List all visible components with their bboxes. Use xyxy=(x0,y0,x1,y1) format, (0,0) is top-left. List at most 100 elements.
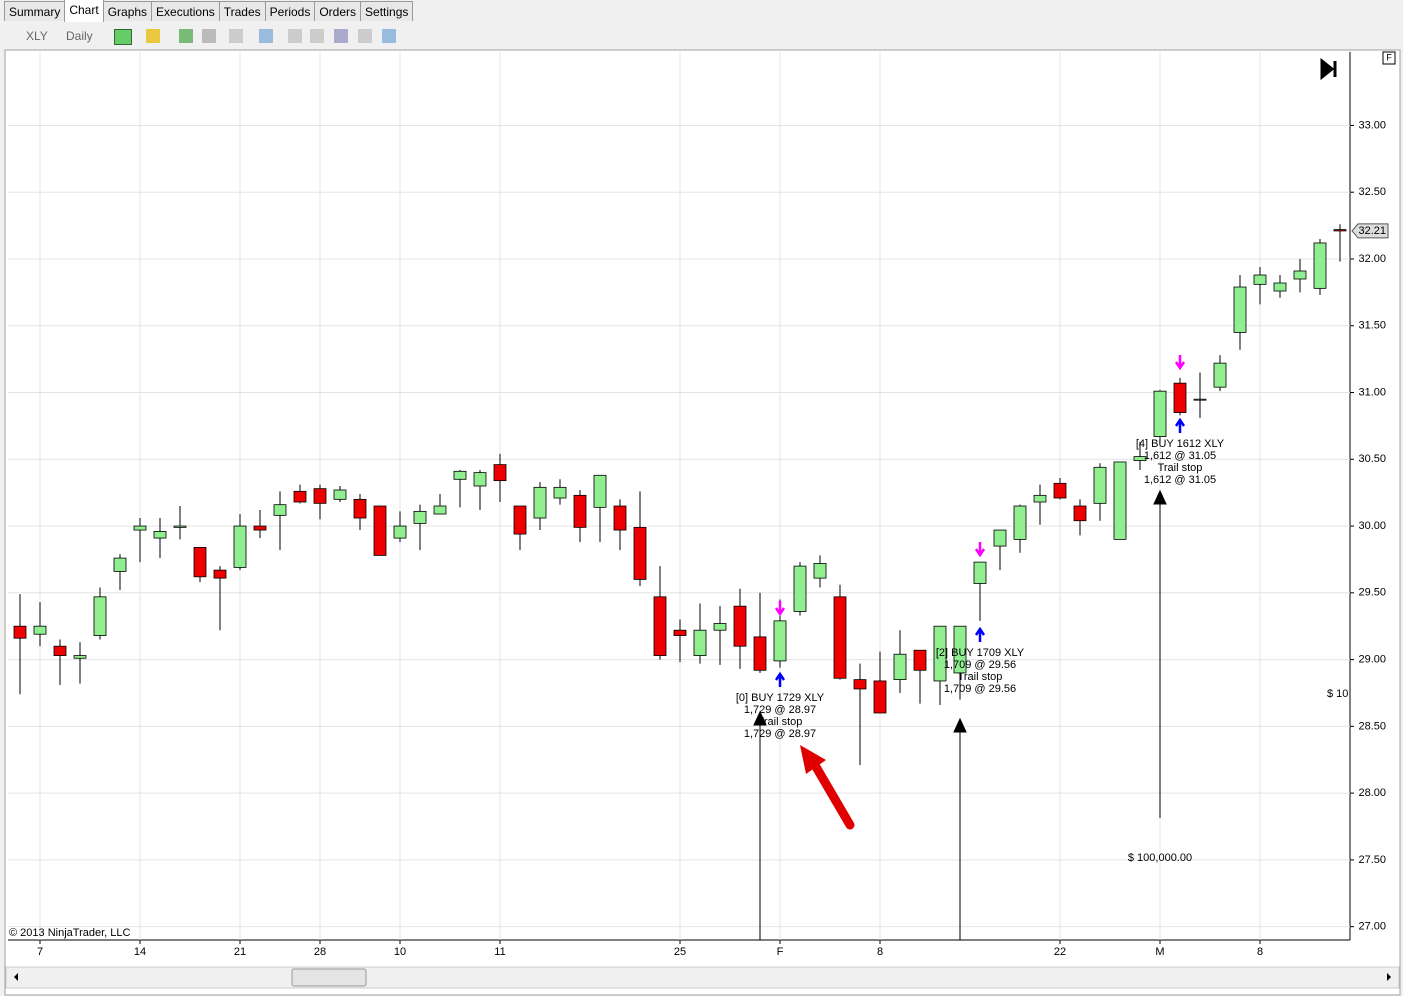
zoom-button[interactable] xyxy=(259,29,273,43)
trade-label: Trail stop xyxy=(758,716,803,728)
account-label: $ 10 xyxy=(1327,688,1348,700)
candle-body xyxy=(413,510,427,524)
x-tick-label: 22 xyxy=(1054,946,1066,958)
trade-arrows xyxy=(753,489,1167,940)
strategy-button[interactable] xyxy=(202,29,216,43)
tab[interactable]: Executions xyxy=(151,1,220,21)
candle-body xyxy=(1133,456,1147,462)
candle-body xyxy=(953,625,967,674)
y-tick-label: 32.00 xyxy=(1358,253,1386,265)
candle-body xyxy=(893,653,907,681)
cursor-button[interactable] xyxy=(229,29,243,43)
instrument-selector[interactable]: XLY xyxy=(26,29,48,43)
y-tick-label: 29.00 xyxy=(1358,653,1386,665)
corner-label[interactable]: F xyxy=(1386,52,1392,62)
candle-body xyxy=(1253,274,1267,285)
exit-arrow xyxy=(774,601,786,617)
y-tick-label: 28.50 xyxy=(1358,720,1386,732)
trade-label: 1,709 @ 29.56 xyxy=(944,659,1016,671)
y-tick-label: 27.00 xyxy=(1358,921,1386,933)
go-to-end[interactable] xyxy=(1320,57,1337,81)
y-tick-label: 29.50 xyxy=(1358,587,1386,599)
trade-label: [0] BUY 1729 XLY xyxy=(736,692,825,704)
scroll-right[interactable] xyxy=(1387,973,1391,981)
x-tick-label: 25 xyxy=(674,946,686,958)
indicator-button[interactable] xyxy=(179,29,193,43)
candle-body xyxy=(653,596,667,656)
x-tick-label: 28 xyxy=(314,946,326,958)
candle-body xyxy=(1173,382,1187,413)
account-label: $ 100,000.00 xyxy=(1128,852,1192,864)
candle-body xyxy=(53,645,67,656)
tab[interactable]: Periods xyxy=(264,1,316,21)
candle-body xyxy=(1013,505,1027,540)
period-selector[interactable]: Daily xyxy=(66,29,93,43)
highlight-arrow-head xyxy=(800,745,826,774)
tab[interactable]: Summary xyxy=(4,1,66,21)
y-tick-label: 28.00 xyxy=(1358,787,1386,799)
y-tick-label: 30.00 xyxy=(1358,520,1386,532)
tab[interactable]: Chart xyxy=(64,0,104,22)
candle-body xyxy=(1333,229,1347,232)
trade-labels: [0] BUY 1729 XLY 1,729 @ 28.97 Trail sto… xyxy=(736,438,1225,864)
trade-label: [4] BUY 1612 XLY xyxy=(1136,438,1225,450)
candle-body xyxy=(1093,466,1107,504)
candle-body xyxy=(313,488,327,504)
candle-body xyxy=(933,625,947,682)
candle-body xyxy=(733,605,747,647)
y-tick-label: 32.50 xyxy=(1358,186,1386,198)
corner-box[interactable] xyxy=(1382,51,1396,65)
scroll-thumb[interactable] xyxy=(291,968,367,987)
candle-body xyxy=(1193,398,1207,401)
tab[interactable]: Orders xyxy=(314,1,362,21)
tab[interactable]: Trades xyxy=(218,1,266,21)
x-tick-label: 10 xyxy=(394,946,406,958)
candle-body xyxy=(173,525,187,528)
candle-body xyxy=(1313,242,1327,289)
scroll-left[interactable] xyxy=(14,973,18,981)
candle-body xyxy=(253,525,267,531)
tab[interactable]: Graphs xyxy=(102,1,153,21)
candle-body xyxy=(1273,282,1287,292)
tool-button[interactable] xyxy=(358,29,372,43)
chart-style-button[interactable] xyxy=(114,29,132,45)
candle-body xyxy=(1033,494,1047,503)
trade-label: Trail stop xyxy=(1158,462,1203,474)
candle-body xyxy=(813,563,827,579)
scrollbar[interactable] xyxy=(5,966,1400,989)
candle-body xyxy=(213,569,227,579)
candle-body xyxy=(133,525,147,531)
candle-body xyxy=(833,596,847,679)
arrow-head xyxy=(1153,489,1167,505)
candle-body xyxy=(1113,461,1127,540)
exit-arrow xyxy=(974,542,986,558)
trade-label: [2] BUY 1709 XLY xyxy=(936,647,1025,659)
trade-label: 1,729 @ 28.97 xyxy=(744,704,816,716)
candle-body xyxy=(113,557,127,572)
chart-panel xyxy=(4,49,1401,996)
tool-button[interactable] xyxy=(310,29,324,43)
candle-body xyxy=(273,504,287,516)
execution-markers xyxy=(774,355,1186,687)
candle-body xyxy=(493,464,507,482)
x-tick-label: 11 xyxy=(494,946,505,958)
x-tick-label: 14 xyxy=(134,946,146,958)
arrow-head xyxy=(753,710,767,726)
draw-button[interactable] xyxy=(146,29,160,43)
candle-body xyxy=(513,505,527,535)
candle-body xyxy=(473,472,487,487)
tool-button[interactable] xyxy=(382,29,396,43)
candle-body xyxy=(1213,362,1227,388)
tool-button[interactable] xyxy=(334,29,348,43)
candle-body xyxy=(373,505,387,556)
y-tick-label: 30.50 xyxy=(1358,453,1386,465)
candle-body xyxy=(333,489,347,500)
y-tick-label: 33.00 xyxy=(1358,119,1386,131)
x-tick-label: 8 xyxy=(877,946,883,958)
x-tick-label: 7 xyxy=(37,946,43,958)
tab[interactable]: Settings xyxy=(360,1,414,21)
tool-button[interactable] xyxy=(288,29,302,43)
candle-body xyxy=(13,625,27,639)
candle-body xyxy=(873,680,887,714)
candle-body xyxy=(1293,270,1307,280)
